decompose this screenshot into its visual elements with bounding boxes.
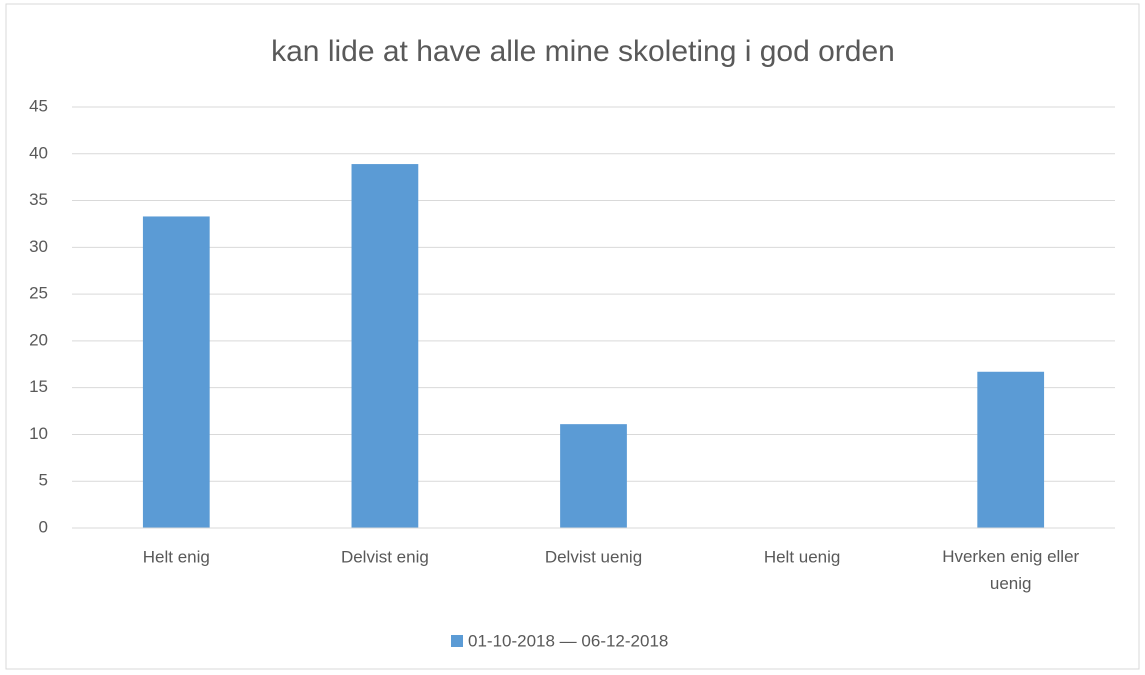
bar (142, 216, 210, 528)
y-tick-label: 25 (29, 284, 48, 303)
chart-title: kan lide at have alle mine skoleting i g… (271, 35, 895, 68)
y-tick-label: 15 (29, 377, 48, 396)
legend-label: 01-10-2018 — 06-12-2018 (468, 631, 668, 650)
bar (560, 424, 627, 528)
bar (977, 371, 1045, 528)
legend-swatch (451, 635, 463, 647)
y-tick-label: 5 (39, 471, 48, 490)
y-tick-label: 30 (29, 237, 48, 256)
y-tick-label: 0 (39, 517, 48, 536)
y-tick-label: 40 (29, 143, 48, 162)
x-tick-label: Delvist enig (341, 547, 429, 566)
bar (351, 164, 419, 528)
y-tick-label: 20 (29, 330, 48, 349)
x-tick-label: Delvist uenig (545, 547, 642, 566)
x-tick-label: Hverken enig eller uenig (942, 547, 1079, 593)
y-tick-label: 35 (29, 190, 48, 209)
y-tick-label: 45 (29, 96, 48, 115)
y-tick-label: 10 (29, 424, 48, 443)
x-tick-label: Helt uenig (764, 547, 841, 566)
x-tick-label: Helt enig (143, 547, 210, 566)
